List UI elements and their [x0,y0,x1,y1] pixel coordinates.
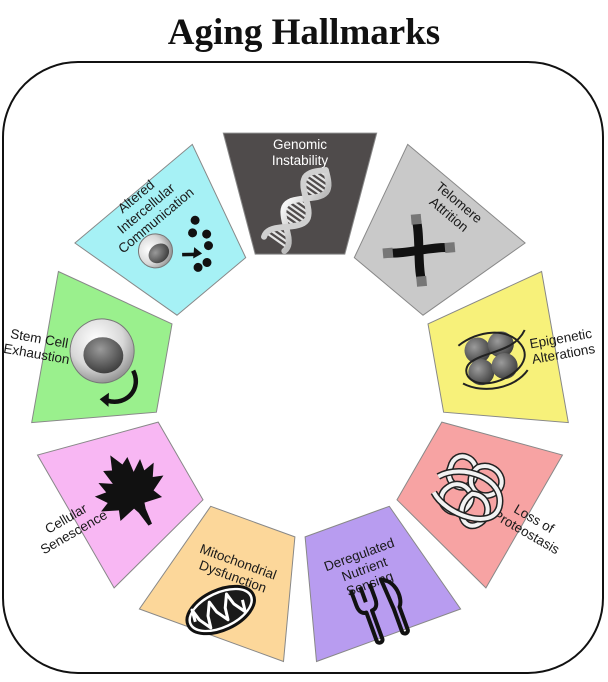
hallmark-label-line: Genomic [273,137,327,152]
hallmark-panel [353,143,526,316]
mitochondrion-icon [185,584,256,636]
cell-signaling-icon [137,215,213,272]
page-title: Aging Hallmarks [168,12,440,53]
stem-cell-icon [69,318,138,407]
hallmark-panel [74,143,247,316]
hallmark-ring: GenomicInstabilityTelomereAttritionEpige… [2,132,596,663]
hallmark-label-line: Instability [272,153,329,168]
protein-aggregate-icon [430,452,506,530]
dna-icon [261,167,332,254]
outer-frame [2,61,604,674]
hallmark-panel [222,132,378,255]
maple-leaf-icon [94,455,164,526]
fork-knife-icon [349,577,410,645]
chromosome-icon [382,213,456,287]
hallmark-panel [396,421,564,589]
nucleosome-icon [457,329,529,390]
